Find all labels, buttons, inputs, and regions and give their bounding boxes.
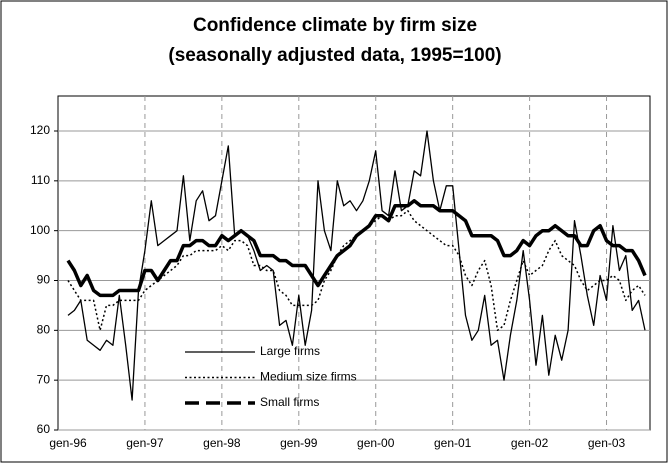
y-tick-label: 80 — [37, 323, 51, 337]
y-tick-label: 110 — [31, 173, 50, 187]
series-line — [67, 130, 646, 401]
x-tick-label: gen-96 — [49, 436, 87, 450]
legend-label: Large firms — [260, 344, 320, 358]
x-tick-label: gen-98 — [203, 436, 241, 450]
chart-title: Confidence climate by firm size — [193, 15, 477, 36]
x-tick-label: gen-01 — [434, 436, 472, 450]
legend-label: Medium size firms — [260, 370, 357, 384]
y-tick-label: 60 — [37, 422, 51, 436]
chart-subtitle: (seasonally adjusted data, 1995=100) — [168, 45, 501, 66]
legend-label: Small firms — [260, 395, 319, 409]
y-tick-label: 100 — [30, 223, 50, 237]
x-tick-label: gen-02 — [511, 436, 549, 450]
x-tick-label: gen-97 — [126, 436, 164, 450]
y-tick-label: 120 — [30, 123, 50, 137]
x-tick-label: gen-99 — [280, 436, 318, 450]
x-tick-label: gen-03 — [588, 436, 626, 450]
series-line — [67, 209, 646, 332]
x-tick-label: gen-00 — [357, 436, 395, 450]
y-tick-label: 90 — [37, 273, 51, 287]
series-line — [66, 199, 647, 298]
y-tick-label: 70 — [37, 372, 51, 386]
